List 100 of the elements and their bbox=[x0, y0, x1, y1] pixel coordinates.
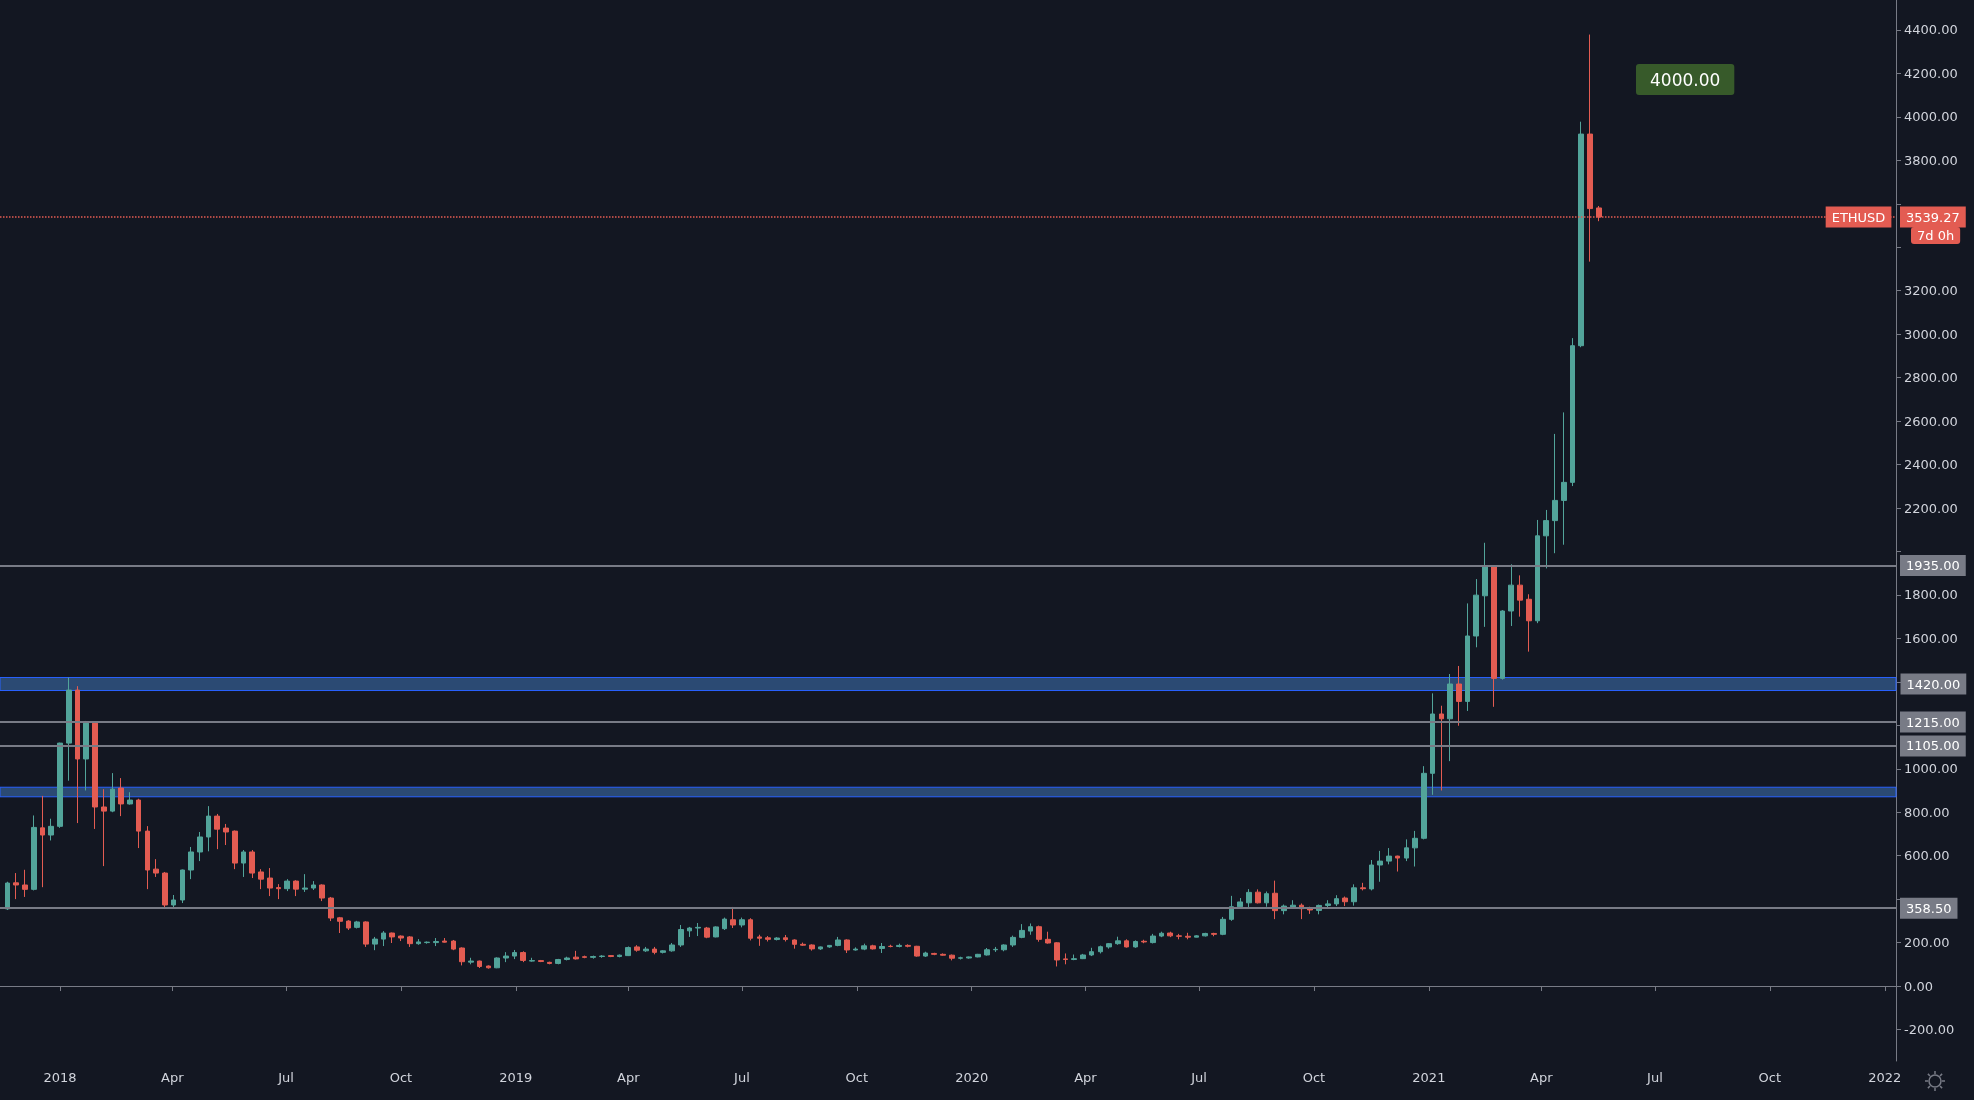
x-tick-label: 2018 bbox=[43, 1070, 77, 1085]
candlestick bbox=[249, 849, 255, 879]
candlestick bbox=[818, 945, 823, 951]
candlestick bbox=[5, 881, 10, 911]
candlestick bbox=[241, 849, 246, 878]
candlestick bbox=[214, 813, 220, 850]
candlestick bbox=[1071, 954, 1077, 961]
candlestick bbox=[608, 954, 614, 958]
candlestick bbox=[267, 867, 273, 897]
y-tick-label: 3000.00 bbox=[1904, 326, 1958, 342]
candlestick bbox=[1404, 838, 1409, 862]
candlestick bbox=[486, 964, 491, 970]
candlestick bbox=[800, 942, 806, 947]
candlestick bbox=[180, 869, 185, 904]
candlestick bbox=[477, 960, 482, 969]
candlestick bbox=[1386, 847, 1392, 865]
candlestick bbox=[1447, 673, 1453, 762]
annotation: ETHUSD bbox=[1831, 209, 1886, 225]
candlestick bbox=[1202, 932, 1208, 937]
candlestick bbox=[1167, 931, 1173, 938]
candlestick bbox=[136, 798, 141, 849]
candlestick bbox=[1334, 894, 1339, 907]
candlestick bbox=[1115, 936, 1121, 946]
y-tick-label: 800.00 bbox=[1904, 804, 1950, 820]
candlestick bbox=[468, 957, 474, 965]
candlestick bbox=[809, 943, 815, 952]
candlestick bbox=[1028, 922, 1033, 936]
candlestick bbox=[1526, 593, 1532, 653]
candlestick bbox=[171, 894, 176, 909]
candlestick bbox=[1500, 609, 1505, 681]
candlestick bbox=[1133, 939, 1138, 949]
candlestick bbox=[40, 795, 45, 888]
candlestick bbox=[538, 959, 544, 963]
x-tick-label: Oct bbox=[389, 1070, 413, 1085]
candlestick bbox=[1237, 897, 1243, 910]
candlestick bbox=[311, 880, 316, 891]
candlestick bbox=[398, 934, 404, 942]
candlestick bbox=[1246, 888, 1252, 909]
candlestick bbox=[1150, 933, 1156, 944]
candlestick bbox=[284, 878, 290, 892]
candlestick bbox=[634, 944, 640, 953]
candlestick bbox=[31, 814, 37, 891]
y-tick-label: 4200.00 bbox=[1904, 65, 1958, 81]
candlestick bbox=[853, 946, 858, 952]
candlestick bbox=[1491, 565, 1497, 708]
y-tick-label: 2400.00 bbox=[1904, 457, 1958, 473]
candlestick bbox=[302, 873, 308, 893]
candlestick bbox=[905, 943, 911, 948]
candlestick bbox=[1578, 121, 1584, 348]
candlestick bbox=[669, 942, 675, 953]
candlestick bbox=[451, 939, 456, 951]
candlestick bbox=[48, 818, 54, 841]
candlestick bbox=[1255, 888, 1261, 904]
x-tick-label: 2019 bbox=[499, 1070, 533, 1085]
candlestick bbox=[337, 916, 343, 934]
candlestick bbox=[389, 932, 395, 944]
candlestick bbox=[993, 946, 998, 953]
candlestick bbox=[914, 945, 920, 958]
candlestick bbox=[188, 846, 194, 880]
x-tick-label: 2020 bbox=[955, 1070, 989, 1085]
y-tick-label: 0.00 bbox=[1904, 978, 1933, 994]
ref-line-label: 1215.00 bbox=[1906, 714, 1960, 730]
y-tick-label: 1600.00 bbox=[1904, 630, 1958, 646]
candlestick bbox=[1552, 433, 1558, 554]
candlestick bbox=[1036, 925, 1042, 943]
candlestick bbox=[984, 947, 990, 957]
candlestick bbox=[75, 685, 80, 824]
candlestick bbox=[888, 944, 893, 948]
y-tick-label: 2800.00 bbox=[1904, 370, 1958, 386]
candlestick bbox=[57, 742, 63, 829]
candlestick bbox=[1456, 665, 1462, 727]
candlestick bbox=[1220, 916, 1226, 936]
candlestick bbox=[1412, 830, 1418, 868]
candlestick bbox=[92, 720, 98, 830]
candlestick bbox=[757, 934, 762, 947]
candlestick bbox=[1063, 952, 1068, 965]
candlestick bbox=[722, 917, 727, 931]
candlestick bbox=[127, 791, 133, 806]
candlestick bbox=[940, 952, 946, 957]
candlestick bbox=[923, 951, 928, 958]
candlestick bbox=[1360, 882, 1366, 891]
candlestick bbox=[739, 917, 745, 928]
x-tick-label: Apr bbox=[161, 1070, 185, 1085]
candlestick bbox=[1019, 923, 1025, 939]
candlestick bbox=[223, 823, 229, 846]
x-tick-label: 2022 bbox=[1868, 1070, 1902, 1085]
candlestick bbox=[101, 788, 107, 867]
y-tick-label: 3200.00 bbox=[1904, 283, 1958, 299]
candlestick bbox=[625, 945, 631, 957]
candlestick bbox=[1010, 935, 1016, 948]
candlestick bbox=[879, 942, 885, 954]
candlestick bbox=[660, 949, 666, 954]
candlestick bbox=[582, 955, 587, 959]
candlestick bbox=[1211, 932, 1217, 937]
candlestick bbox=[1098, 945, 1103, 954]
text: 7d 0h bbox=[1917, 228, 1955, 243]
x-tick-label: Apr bbox=[1074, 1070, 1098, 1085]
y-tick-label: -200.00 bbox=[1904, 1021, 1955, 1037]
candlestick bbox=[1325, 899, 1331, 908]
candlestick bbox=[1570, 337, 1575, 487]
